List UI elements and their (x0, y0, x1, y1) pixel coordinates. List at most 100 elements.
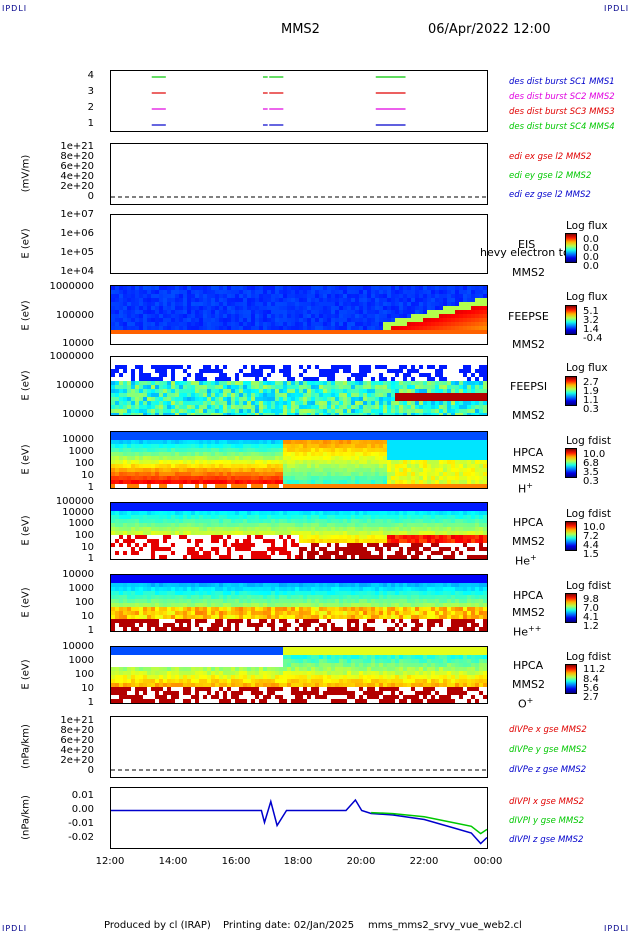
spectrogram-cell (135, 365, 139, 369)
spectrogram-cell (199, 436, 203, 440)
spectrogram-cell (287, 468, 291, 472)
spectrogram-cell (339, 330, 343, 334)
spectrogram-cell (159, 611, 163, 615)
spectrogram-cell (351, 298, 355, 302)
spectrogram-cell (343, 440, 347, 444)
spectrogram-cell (311, 377, 315, 381)
spectrogram-cell (191, 555, 195, 559)
spectrogram-cell (111, 543, 115, 547)
spectrogram-cell (471, 460, 475, 464)
spectrogram-cell (383, 314, 387, 318)
spectrogram-cell (111, 603, 115, 607)
spectrogram-cell (387, 302, 391, 306)
spectrogram-cell (211, 575, 215, 579)
spectrogram-cell (475, 480, 479, 484)
spectrogram-cell (355, 543, 359, 547)
spectrogram-cell (143, 326, 147, 330)
spectrogram-cell (179, 519, 183, 523)
spectrogram-cell (407, 484, 411, 488)
spectrogram-cell (271, 432, 275, 436)
spectrogram-cell (371, 385, 375, 389)
spectrogram-cell (483, 397, 487, 401)
spectrogram-cell (399, 298, 403, 302)
spectrogram-cell (199, 507, 203, 511)
spectrogram-cell (391, 302, 395, 306)
spectrogram-cell (275, 322, 279, 326)
spectrogram-cell (395, 519, 399, 523)
spectrogram-cell (319, 314, 323, 318)
spectrogram-cell (327, 436, 331, 440)
spectrogram-cell (131, 507, 135, 511)
spectrogram-cell (219, 413, 223, 415)
spectrogram-cell (351, 432, 355, 436)
spectrogram-cell (411, 523, 415, 527)
spectrogram-cell (183, 302, 187, 306)
spectrogram-cell (347, 298, 351, 302)
spectrogram-cell (355, 531, 359, 535)
spectrogram-cell (367, 515, 371, 519)
spectrogram-cell (331, 480, 335, 484)
spectrogram-cell (139, 377, 143, 381)
spectrogram-cell (151, 587, 155, 591)
spectrogram-cell (455, 515, 459, 519)
spectrogram-cell (203, 503, 207, 507)
hpca-hepp-spectrogram (111, 575, 487, 631)
spectrogram-cell (435, 290, 439, 294)
spectrogram-cell (111, 318, 115, 322)
spectrogram-cell (207, 381, 211, 385)
spectrogram-cell (463, 527, 467, 531)
spectrogram-cell (435, 326, 439, 330)
spectrogram-cell (207, 326, 211, 330)
spectrogram-cell (335, 381, 339, 385)
spectrogram-cell (203, 448, 207, 452)
spectrogram-cell (179, 389, 183, 393)
spectrogram-cell (403, 318, 407, 322)
hpca-hepp-panel (110, 574, 488, 632)
spectrogram-cell (403, 381, 407, 385)
spectrogram-cell (319, 397, 323, 401)
spectrogram-cell (463, 440, 467, 444)
spectrogram-cell (303, 527, 307, 531)
spectrogram-cell (111, 302, 115, 306)
spectrogram-cell (327, 456, 331, 460)
spectrogram-cell (155, 298, 159, 302)
spectrogram-cell (115, 531, 119, 535)
spectrogram-cell (279, 464, 283, 468)
spectrogram-cell (287, 330, 291, 334)
spectrogram-cell (411, 432, 415, 436)
spectrogram-cell (335, 452, 339, 456)
spectrogram-cell (199, 330, 203, 334)
spectrogram-cell (363, 385, 367, 389)
spectrogram-cell (291, 413, 295, 415)
spectrogram-cell (127, 432, 131, 436)
spectrogram-cell (383, 444, 387, 448)
spectrogram-cell (123, 607, 127, 611)
spectrogram-cell (371, 468, 375, 472)
spectrogram-cell (463, 322, 467, 326)
spectrogram-cell (127, 448, 131, 452)
spectrogram-cell (191, 444, 195, 448)
spectrogram-cell (115, 436, 119, 440)
spectrogram-cell (315, 326, 319, 330)
spectrogram-cell (299, 298, 303, 302)
spectrogram-cell (415, 503, 419, 507)
spectrogram-cell (123, 527, 127, 531)
spectrogram-cell (375, 468, 379, 472)
spectrogram-cell (151, 503, 155, 507)
spectrogram-cell (335, 306, 339, 310)
spectrogram-cell (463, 298, 467, 302)
spectrogram-cell (399, 294, 403, 298)
spectrogram-cell (415, 330, 419, 334)
spectrogram-cell (463, 318, 467, 322)
spectrogram-cell (151, 448, 155, 452)
spectrogram-cell (295, 310, 299, 314)
spectrogram-cell (447, 326, 451, 330)
spectrogram-cell (243, 523, 247, 527)
spectrogram-cell (159, 401, 163, 405)
spectrogram-cell (207, 369, 211, 373)
spectrogram-cell (463, 381, 467, 385)
spectrogram-cell (315, 440, 319, 444)
spectrogram-cell (303, 393, 307, 397)
spectrogram-cell (151, 527, 155, 531)
spectrogram-cell (311, 413, 315, 415)
